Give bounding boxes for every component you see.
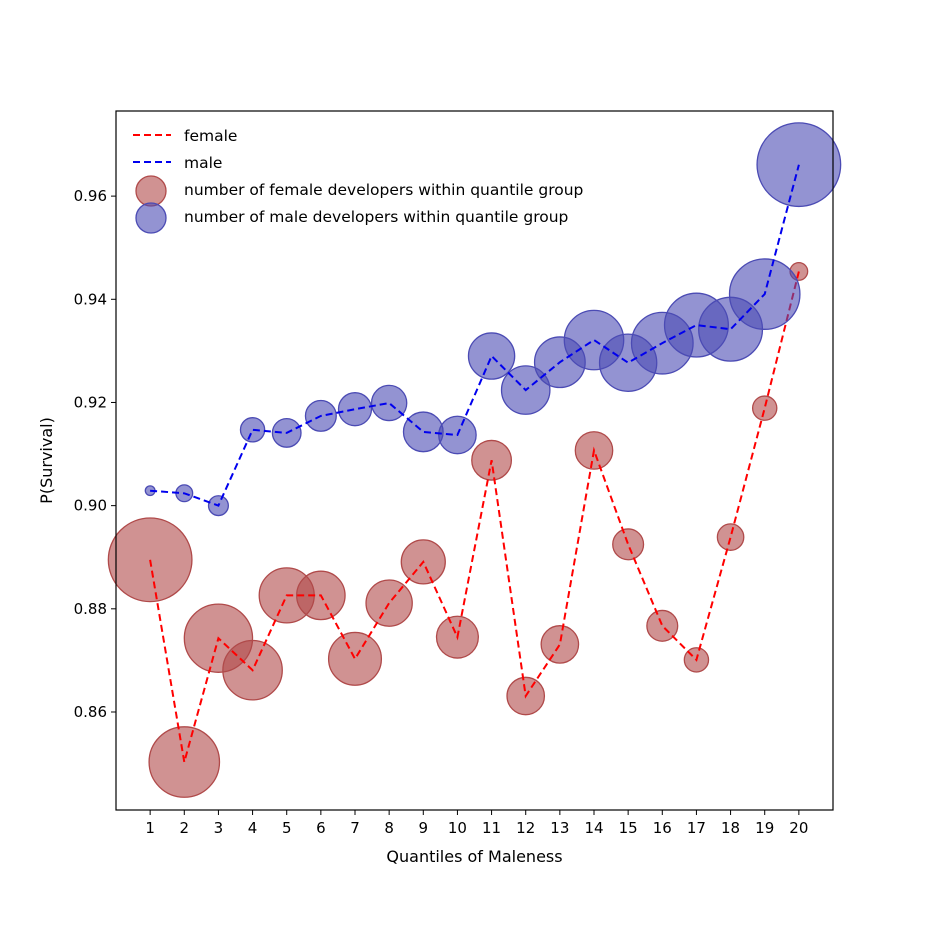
male-marker [467,332,516,380]
y-tick-label: 0.86 [74,703,107,721]
female-marker [540,625,580,664]
y-tick-label: 0.92 [74,393,107,411]
x-tick-label: 8 [384,819,394,837]
female-marker [751,395,778,421]
female-marker [327,631,383,686]
y-axis: 0.86 0.88 0.90 0.92 0.94 0.96 [74,187,116,721]
x-tick-label: 17 [687,819,706,837]
legend: female male number of female developers wi… [133,127,583,234]
legend-female-count-swatch [135,175,167,207]
y-tick-label: 0.90 [74,497,107,515]
male-series-line [150,164,800,507]
x-tick-label: 3 [214,819,224,837]
x-axis-label: Quantiles of Maleness [386,847,562,866]
x-tick-label: 13 [550,819,569,837]
male-marker [370,384,408,422]
y-tick-label: 0.96 [74,187,107,205]
x-tick-label: 12 [516,819,535,837]
x-tick-label: 19 [755,819,774,837]
x-tick-label: 6 [316,819,326,837]
female-marker [148,726,221,798]
legend-female-count-label: number of female developers within quant… [184,181,583,199]
female-marker [612,528,645,561]
male-marker [402,411,444,453]
x-tick-label: 10 [448,819,467,837]
x-tick-label: 4 [248,819,258,837]
x-tick-label: 11 [482,819,501,837]
legend-female-label: female [184,127,237,145]
x-axis: 1 2 3 4 5 6 7 8 9 10 11 12 13 14 15 16 17 18 19 20 [145,810,808,837]
x-tick-label: 18 [721,819,740,837]
x-tick-label: 2 [180,819,190,837]
female-series-line [149,271,800,763]
x-tick-label: 9 [419,819,429,837]
legend-male-count-label: number of male developers within quantil… [184,208,568,226]
x-tick-label: 5 [282,819,292,837]
female-marker [646,609,679,642]
x-tick-label: 14 [584,819,603,837]
y-tick-label: 0.88 [74,600,107,618]
female-marker [365,579,413,627]
x-tick-label: 15 [619,819,638,837]
y-tick-label: 0.94 [74,290,107,308]
legend-male-label: male [184,154,222,172]
female-marker [716,523,745,551]
x-tick-label: 20 [789,819,808,837]
x-tick-label: 7 [350,819,360,837]
plot-area [107,122,842,798]
x-tick-label: 16 [653,819,672,837]
plot-frame [115,110,834,811]
legend-male-count-swatch [135,202,167,234]
male-marker [337,392,373,427]
x-tick-label: 1 [145,819,155,837]
y-axis-label: P(Survival) [37,417,56,504]
male-marker [239,417,266,443]
male-marker [756,122,842,208]
